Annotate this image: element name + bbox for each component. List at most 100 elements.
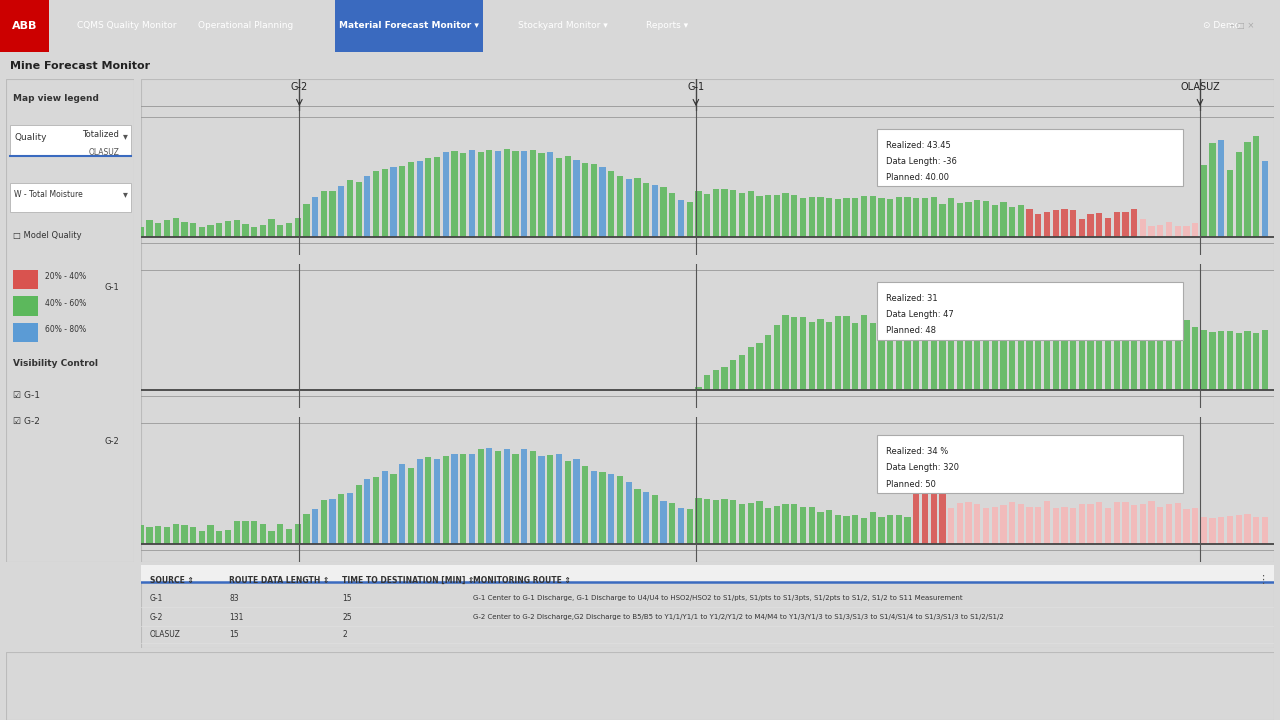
Bar — [356, 485, 362, 544]
Bar — [276, 225, 283, 237]
Bar — [242, 521, 248, 544]
Bar — [1192, 508, 1198, 544]
Bar — [774, 325, 780, 390]
Bar — [826, 198, 832, 237]
Bar — [512, 454, 518, 544]
Bar — [878, 319, 884, 390]
Bar — [1175, 323, 1181, 390]
Bar — [365, 176, 370, 237]
Bar — [878, 517, 884, 544]
Text: ☑ G-1: ☑ G-1 — [13, 390, 40, 400]
Bar — [922, 476, 928, 544]
Bar — [591, 472, 596, 544]
Bar — [372, 171, 379, 237]
Text: Totalized: Totalized — [82, 130, 119, 139]
Bar — [321, 191, 326, 237]
Bar — [678, 200, 685, 237]
Bar — [695, 387, 701, 390]
Bar — [948, 199, 955, 237]
Bar — [983, 508, 989, 544]
Bar — [669, 503, 676, 544]
Text: W - Total Moisture: W - Total Moisture — [14, 190, 83, 199]
Bar — [704, 499, 710, 544]
Bar — [573, 459, 580, 544]
Bar — [530, 150, 536, 237]
Bar — [1139, 318, 1146, 390]
Bar — [1052, 318, 1059, 390]
Bar — [182, 525, 187, 544]
Bar — [1001, 505, 1006, 544]
Bar — [182, 222, 187, 237]
Text: Data Length: 320: Data Length: 320 — [886, 464, 959, 472]
Text: Quality: Quality — [14, 132, 46, 142]
Bar — [495, 451, 502, 544]
Text: 2: 2 — [343, 630, 347, 639]
Bar — [992, 507, 998, 544]
Text: MONITORING ROUTE ⇕: MONITORING ROUTE ⇕ — [472, 575, 571, 585]
Bar — [251, 521, 257, 544]
Bar — [913, 199, 919, 237]
Text: ROUTE DATA LENGTH ⇕: ROUTE DATA LENGTH ⇕ — [229, 575, 329, 585]
Bar — [1044, 212, 1050, 237]
Bar — [844, 198, 850, 237]
Bar — [329, 500, 335, 544]
Bar — [748, 191, 754, 237]
Text: Reports ▾: Reports ▾ — [646, 22, 689, 30]
Text: OLASUZ: OLASUZ — [150, 630, 180, 639]
Bar — [13, 323, 38, 342]
Bar — [1262, 330, 1268, 390]
Bar — [739, 504, 745, 544]
Bar — [695, 191, 701, 237]
Bar — [1132, 209, 1138, 237]
Bar — [931, 322, 937, 390]
Bar — [1139, 503, 1146, 544]
Text: 60% - 80%: 60% - 80% — [45, 325, 86, 335]
Bar — [425, 158, 431, 237]
Text: Data Length: 47: Data Length: 47 — [886, 310, 954, 319]
Bar — [678, 508, 685, 544]
Bar — [905, 320, 911, 390]
Bar — [146, 527, 152, 544]
Bar — [1096, 213, 1102, 237]
Bar — [260, 225, 266, 237]
Bar — [748, 347, 754, 390]
Bar — [974, 315, 980, 390]
Bar — [1219, 331, 1225, 390]
Text: G-1: G-1 — [687, 82, 704, 92]
Bar — [1123, 502, 1129, 544]
Bar — [521, 449, 527, 544]
Bar — [1157, 507, 1164, 544]
Bar — [381, 169, 388, 237]
Bar — [1105, 315, 1111, 390]
Bar — [1235, 151, 1242, 237]
Bar — [905, 197, 911, 237]
Bar — [800, 198, 806, 237]
Bar — [276, 524, 283, 544]
Bar — [730, 359, 736, 390]
Bar — [164, 527, 170, 544]
Bar — [913, 467, 919, 544]
Text: ABB: ABB — [12, 21, 37, 31]
Bar — [1262, 518, 1268, 544]
Bar — [713, 189, 719, 237]
Bar — [539, 153, 545, 237]
Bar — [225, 531, 232, 544]
Bar — [198, 227, 205, 237]
Bar — [146, 220, 152, 237]
Bar — [312, 509, 319, 544]
Bar — [791, 195, 797, 237]
Bar — [852, 198, 859, 237]
Bar — [1166, 320, 1172, 390]
Bar — [269, 531, 275, 544]
Bar — [1228, 330, 1233, 390]
Bar — [365, 479, 370, 544]
Bar — [207, 225, 214, 237]
Text: G-2 Center to G-2 Discharge,G2 Discharge to B5/B5 to Y1/1/Y1/1 to Y1/2/Y1/2 to M: G-2 Center to G-2 Discharge,G2 Discharge… — [472, 614, 1006, 621]
Bar — [1018, 504, 1024, 544]
Bar — [922, 320, 928, 390]
Bar — [1070, 508, 1076, 544]
Text: Planned: 48: Planned: 48 — [886, 326, 936, 336]
Bar — [1105, 218, 1111, 237]
Bar — [765, 195, 772, 237]
Bar — [503, 149, 509, 237]
